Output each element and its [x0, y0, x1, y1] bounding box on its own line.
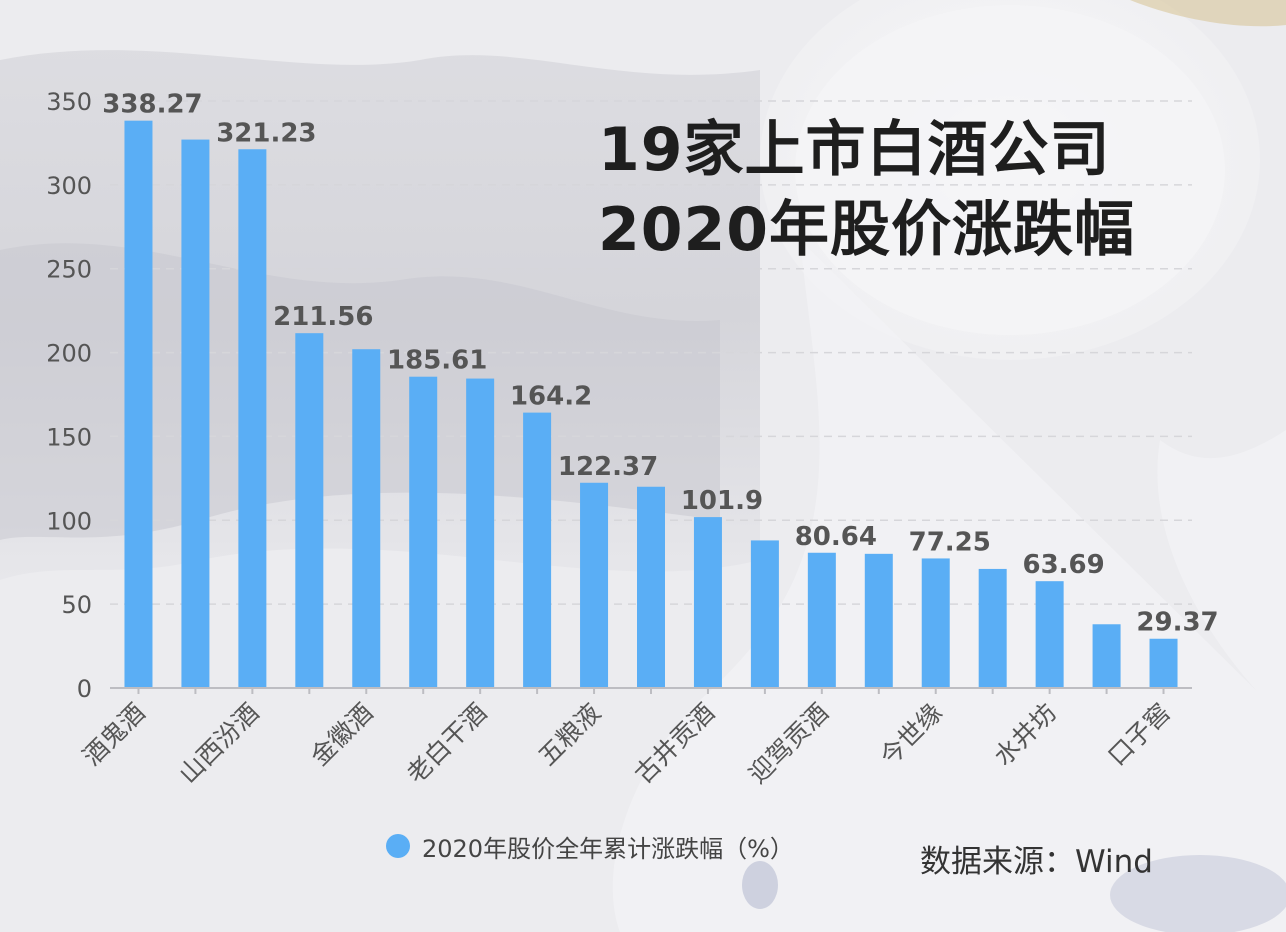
y-tick-label: 200 [46, 340, 92, 368]
x-tick-label: 古井贡酒 [629, 698, 720, 789]
data-label: 63.69 [1023, 550, 1105, 580]
bar [295, 333, 324, 688]
data-label: 122.37 [558, 452, 658, 482]
data-label: 80.64 [795, 522, 877, 552]
data-label: 321.23 [216, 118, 316, 148]
bar [921, 558, 950, 688]
bar [1149, 638, 1178, 688]
bar [750, 540, 779, 688]
bar [807, 552, 836, 688]
bar [580, 482, 609, 688]
y-tick-label: 350 [46, 88, 92, 116]
bar [409, 376, 438, 688]
bar [124, 120, 153, 689]
legend-label: 2020年股价全年累计涨跌幅（%） [422, 834, 794, 863]
data-label: 164.2 [510, 382, 592, 412]
y-tick-label: 0 [77, 675, 92, 703]
y-tick-label: 300 [46, 172, 92, 200]
bar [466, 378, 495, 688]
data-label: 338.27 [102, 90, 202, 120]
bar [1092, 624, 1121, 688]
chart-title-line-2: 2020年股价涨跌幅 [598, 195, 1135, 265]
data-label: 211.56 [273, 302, 373, 332]
x-tick-label: 山西汾酒 [173, 698, 264, 789]
bar [864, 553, 893, 688]
bar [181, 139, 210, 688]
data-label: 101.9 [681, 486, 763, 516]
x-tick-label: 口子窖 [1102, 698, 1176, 772]
y-tick-label: 150 [46, 423, 92, 451]
x-tick-label: 金徽酒 [305, 698, 379, 772]
legend: 2020年股价全年累计涨跌幅（%） [386, 829, 794, 863]
x-tick-label: 五粮液 [533, 698, 607, 772]
bar [523, 412, 552, 688]
data-label: 77.25 [909, 527, 991, 557]
x-tick-label: 酒鬼酒 [77, 698, 151, 772]
x-tick-label: 老白干酒 [401, 698, 492, 789]
bar [978, 568, 1007, 688]
data-source-note: 数据来源：Wind [920, 844, 1153, 880]
y-tick-label: 250 [46, 256, 92, 284]
legend-marker [386, 834, 410, 858]
y-tick-label: 50 [61, 591, 92, 619]
bar [352, 349, 381, 688]
data-label: 29.37 [1136, 608, 1218, 638]
data-label: 185.61 [387, 346, 487, 376]
y-tick-label: 100 [46, 507, 92, 535]
bar [238, 149, 267, 688]
x-tick-label: 迎驾贡酒 [743, 698, 834, 789]
bar [1035, 581, 1064, 688]
bar [637, 486, 665, 688]
x-tick-label: 今世缘 [874, 698, 948, 772]
bar [693, 517, 722, 688]
x-tick-label: 水井坊 [988, 698, 1062, 772]
chart-title-line-1: 19家上市白酒公司 [598, 115, 1111, 185]
